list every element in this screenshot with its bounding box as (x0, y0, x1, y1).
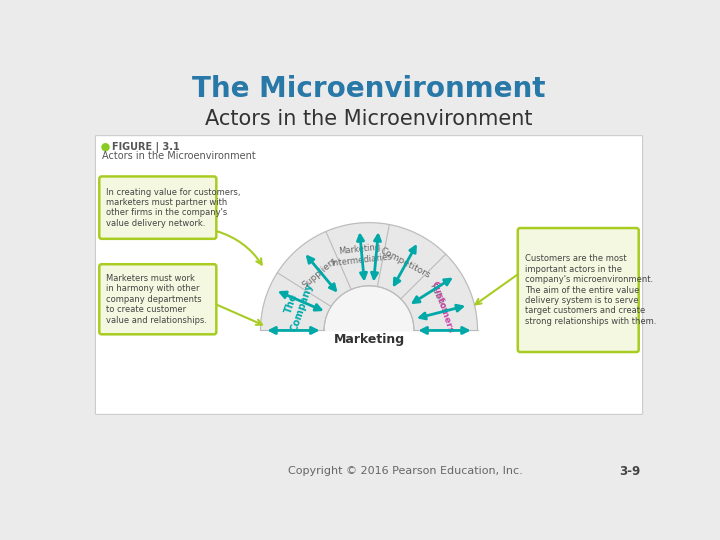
Text: The
Company: The Company (278, 278, 315, 333)
Text: Suppliers: Suppliers (300, 255, 338, 289)
Text: Actors in the Microenvironment: Actors in the Microenvironment (205, 109, 533, 129)
Text: Publics: Publics (428, 282, 449, 314)
Text: 3-9: 3-9 (619, 465, 640, 478)
Text: Marketing: Marketing (333, 333, 405, 346)
Circle shape (102, 144, 109, 151)
Text: Actors in the Microenvironment: Actors in the Microenvironment (102, 151, 256, 161)
Polygon shape (324, 286, 414, 330)
Text: The Microenvironment: The Microenvironment (192, 76, 546, 104)
Text: Customers: Customers (429, 280, 454, 334)
FancyBboxPatch shape (518, 228, 639, 352)
Text: In creating value for customers,
marketers must partner with
other firms in the : In creating value for customers, markete… (107, 187, 240, 228)
Text: Copyright © 2016 Pearson Education, Inc.: Copyright © 2016 Pearson Education, Inc. (287, 467, 523, 476)
Polygon shape (261, 222, 477, 330)
Text: Marketing
Intermediaries: Marketing Intermediaries (329, 242, 392, 268)
FancyBboxPatch shape (96, 136, 642, 414)
Text: Competitors: Competitors (378, 246, 431, 280)
Text: Marketers must work
in harmony with other
company departments
to create customer: Marketers must work in harmony with othe… (107, 274, 207, 325)
Text: FIGURE | 3.1: FIGURE | 3.1 (112, 141, 179, 153)
FancyBboxPatch shape (99, 264, 216, 334)
FancyBboxPatch shape (99, 177, 216, 239)
Text: Customers are the most
important actors in the
company's microenvironment.
The a: Customers are the most important actors … (525, 254, 656, 326)
